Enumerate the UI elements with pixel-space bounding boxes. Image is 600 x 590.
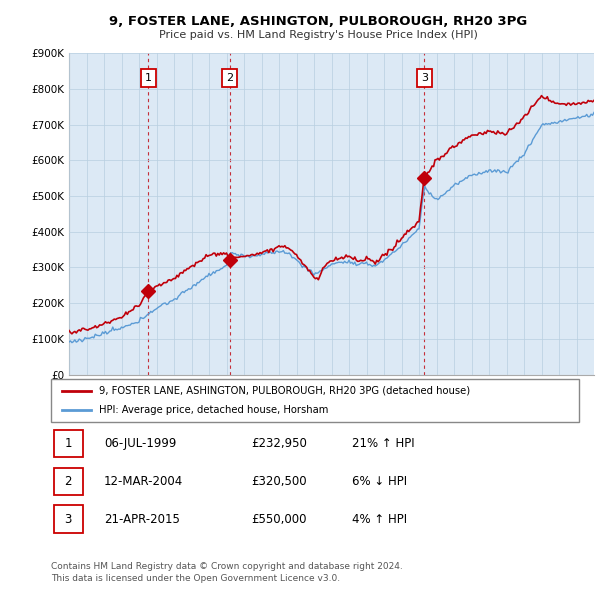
Text: 1: 1 [145, 73, 152, 83]
Text: 12-MAR-2004: 12-MAR-2004 [104, 475, 183, 488]
Text: 1: 1 [64, 437, 72, 450]
Bar [53, 468, 83, 495]
Bar [53, 430, 83, 457]
Text: 9, FOSTER LANE, ASHINGTON, PULBOROUGH, RH20 3PG: 9, FOSTER LANE, ASHINGTON, PULBOROUGH, R… [109, 15, 527, 28]
Text: 2: 2 [64, 475, 72, 488]
Bar [53, 506, 83, 533]
Text: HPI: Average price, detached house, Horsham: HPI: Average price, detached house, Hors… [98, 405, 328, 415]
Text: Price paid vs. HM Land Registry's House Price Index (HPI): Price paid vs. HM Land Registry's House … [158, 30, 478, 40]
Text: 9, FOSTER LANE, ASHINGTON, PULBOROUGH, RH20 3PG (detached house): 9, FOSTER LANE, ASHINGTON, PULBOROUGH, R… [98, 386, 470, 396]
Text: 4% ↑ HPI: 4% ↑ HPI [352, 513, 407, 526]
Text: £320,500: £320,500 [251, 475, 307, 488]
Text: 2: 2 [226, 73, 233, 83]
Text: 21-APR-2015: 21-APR-2015 [104, 513, 179, 526]
Text: 6% ↓ HPI: 6% ↓ HPI [352, 475, 407, 488]
Text: 3: 3 [64, 513, 72, 526]
Text: £550,000: £550,000 [251, 513, 307, 526]
Text: Contains HM Land Registry data © Crown copyright and database right 2024.
This d: Contains HM Land Registry data © Crown c… [51, 562, 403, 583]
Text: 06-JUL-1999: 06-JUL-1999 [104, 437, 176, 450]
Text: 21% ↑ HPI: 21% ↑ HPI [352, 437, 415, 450]
Text: 3: 3 [421, 73, 428, 83]
Text: £232,950: £232,950 [251, 437, 308, 450]
